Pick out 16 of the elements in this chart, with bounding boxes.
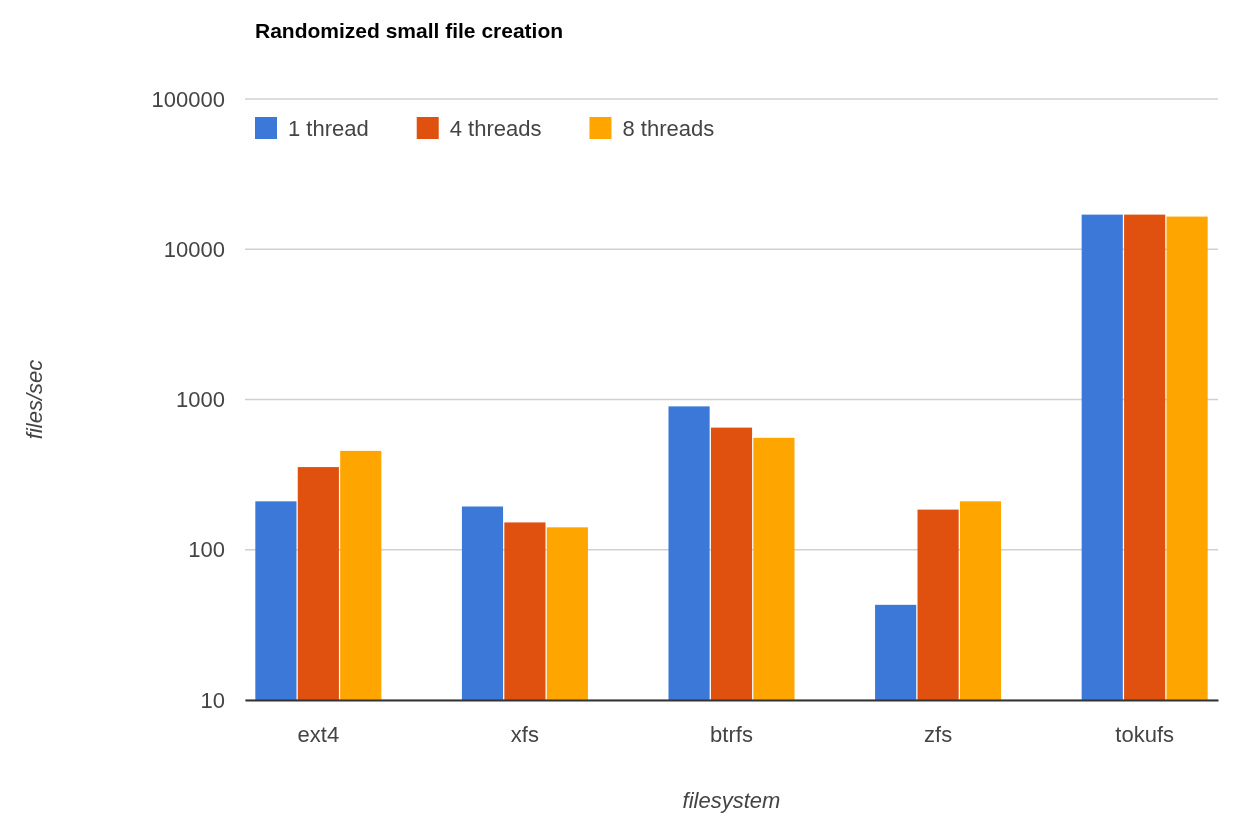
y-tick-label: 1000 [176, 387, 225, 413]
y-tick-label: 100000 [151, 86, 225, 112]
x-tick-label: tokufs [1115, 721, 1175, 747]
legend-label: 8 threads [622, 116, 715, 141]
chart-title: Randomized small file creation [255, 19, 564, 42]
x-tick-label: xfs [510, 721, 539, 747]
x-tick-label: ext4 [297, 721, 340, 747]
y-tick-label: 10000 [163, 236, 225, 262]
y-tick-label: 100 [188, 537, 225, 563]
x-tick-label: btrfs [710, 721, 753, 747]
x-tick-label: zfs [924, 721, 953, 747]
y-axis-title: files/sec [22, 359, 47, 440]
x-axis-title: filesystem [682, 788, 781, 813]
legend-label: 1 thread [288, 116, 369, 141]
legend-label: 4 threads [449, 116, 542, 141]
y-tick-label: 10 [200, 687, 225, 713]
